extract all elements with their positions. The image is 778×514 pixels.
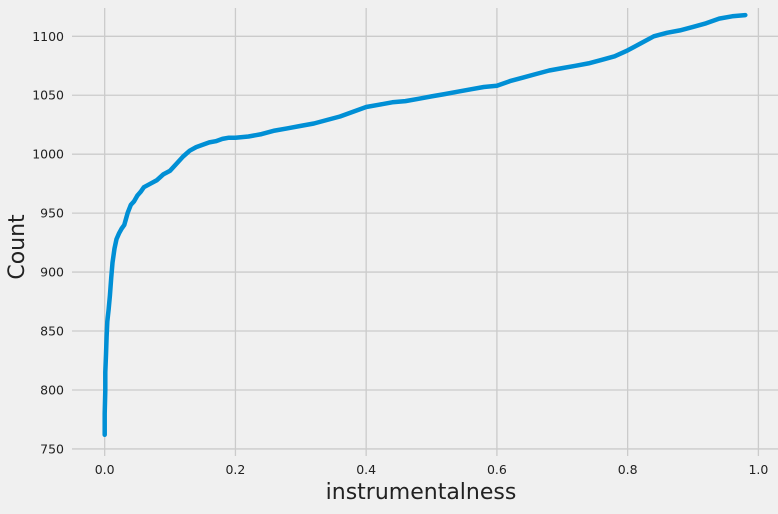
x-tick-label: 0.6 — [487, 462, 507, 477]
series-line — [102, 12, 748, 438]
y-tick-label: 850 — [40, 324, 64, 339]
x-tick-label: 0.0 — [95, 462, 115, 477]
y-tick-label: 1000 — [32, 147, 64, 162]
y-tick-label: 950 — [40, 206, 64, 221]
x-tick-label: 0.2 — [225, 462, 245, 477]
grid-layer — [72, 8, 778, 456]
x-tick-label: 0.8 — [618, 462, 638, 477]
y-tick-label: 1100 — [32, 29, 64, 44]
y-tick-label: 900 — [40, 265, 64, 280]
y-tick-label: 750 — [40, 441, 64, 456]
y-tick-label: 1050 — [32, 88, 64, 103]
tick-layer: 0.0 0.2 0.4 0.6 0.8 1.0 750 800 850 900 950 1000 105… — [32, 29, 768, 477]
y-axis-title: Count — [5, 214, 30, 280]
series-layer — [102, 12, 748, 438]
x-axis-title: instrumentalness — [326, 480, 517, 505]
x-tick-label: 1.0 — [748, 462, 768, 477]
y-tick-label: 800 — [40, 382, 64, 397]
x-tick-label: 0.4 — [356, 462, 376, 477]
